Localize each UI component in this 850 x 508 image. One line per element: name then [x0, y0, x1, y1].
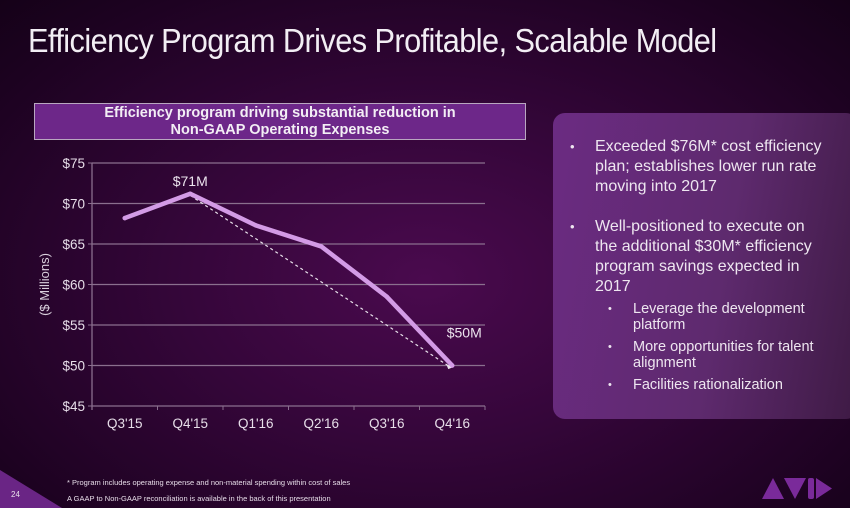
- chart-title-box: Efficiency program driving substantial r…: [34, 103, 526, 140]
- corner-accent: [0, 470, 62, 508]
- data-point: [384, 294, 389, 299]
- bullet-line: Well-positioned to execute on: [595, 218, 805, 235]
- bullet-line: Leverage the development: [633, 301, 805, 317]
- y-tick-label: $55: [62, 318, 85, 333]
- y-tick-label: $70: [62, 197, 85, 212]
- trend-line: [189, 194, 451, 368]
- logo-d-shape: [816, 478, 832, 499]
- x-tick-label: Q4'16: [434, 416, 470, 431]
- x-tick-label: Q3'16: [369, 416, 405, 431]
- bullet-line: 2017: [595, 278, 631, 295]
- bullet-line: plan; establishes lower run rate: [595, 158, 817, 175]
- footnote-reconciliation: A GAAP to Non-GAAP reconciliation is ava…: [67, 494, 331, 503]
- bullet-line: moving into 2017: [595, 178, 717, 195]
- trend-arrowhead: [446, 364, 454, 370]
- y-tick-label: $50: [62, 359, 85, 374]
- data-point: [122, 215, 127, 221]
- logo-a-shape: [762, 478, 784, 499]
- data-point: [253, 223, 258, 228]
- logo-i-shape: [808, 478, 814, 499]
- logo-v-shape: [784, 478, 806, 499]
- x-tick-label: Q4'15: [172, 416, 208, 431]
- bullet-dot: •: [608, 341, 612, 353]
- bullet-line: platform: [633, 316, 686, 333]
- bullet-line: Facilities rationalization: [633, 377, 783, 393]
- data-point: [188, 191, 193, 196]
- footnote-program: * Program includes operating expense and…: [67, 478, 351, 487]
- bullet-dot: •: [570, 219, 575, 234]
- bullet-line: alignment: [633, 354, 696, 371]
- y-tick-label: $65: [62, 237, 85, 252]
- data-point: [319, 244, 324, 249]
- x-tick-label: Q1'16: [238, 416, 274, 431]
- bullet-line: program savings expected in: [595, 258, 800, 275]
- x-tick-label: Q3'15: [107, 416, 143, 431]
- chart-title-line-2: Non-GAAP Operating Expenses: [170, 122, 390, 138]
- chart-title-line-1: Efficiency program driving substantial r…: [104, 105, 456, 121]
- bullet-line: More opportunities for talent: [633, 339, 814, 355]
- series-line: [122, 191, 455, 368]
- data-label: $71M: [173, 173, 208, 189]
- x-tick-label: Q2'16: [303, 416, 339, 431]
- bullet-dot: •: [608, 379, 612, 391]
- data-label: $50M: [447, 325, 482, 341]
- page-number: 24: [11, 490, 20, 499]
- data-point: [450, 363, 455, 368]
- y-tick-label: $75: [62, 156, 85, 171]
- avid-logo-icon: [762, 478, 832, 499]
- bullet-dot: •: [608, 303, 612, 315]
- slide-title: Efficiency Program Drives Profitable, Sc…: [28, 22, 717, 59]
- bullet-line: the additional $30M* efficiency: [595, 238, 812, 255]
- y-tick-label: $45: [62, 399, 85, 414]
- y-tick-label: $60: [62, 278, 85, 293]
- y-axis-title: ($ Millions): [37, 253, 52, 316]
- bullet-line: Exceeded $76M* cost efficiency: [595, 138, 822, 155]
- key-points-card: • Exceeded $76M* cost efficiency plan; e…: [553, 113, 850, 419]
- bullet-dot: •: [570, 139, 575, 154]
